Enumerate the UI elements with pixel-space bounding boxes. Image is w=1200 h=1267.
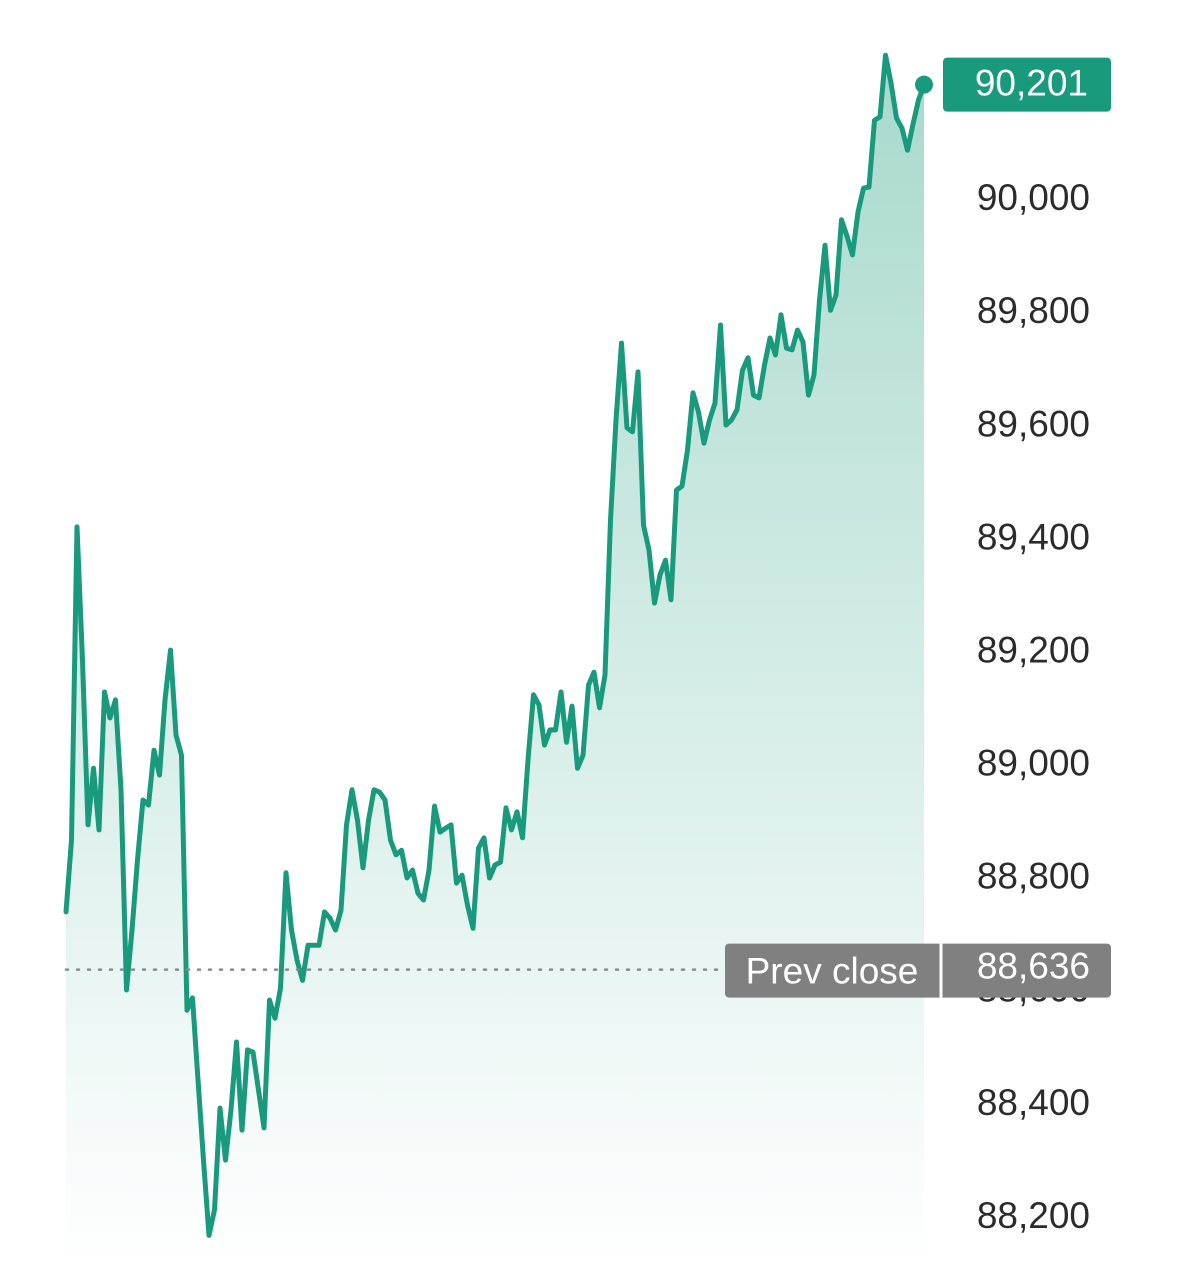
last-value-label: 90,201 [975,62,1088,103]
y-tick-label: 89,000 [977,743,1090,784]
last-point [915,75,933,94]
y-tick-label: 88,200 [977,1195,1090,1236]
y-tick-label: 89,400 [977,516,1090,557]
last-value-box [943,57,1111,112]
y-tick-label: 89,800 [977,290,1090,331]
reference-value: 88,636 [977,945,1090,986]
y-tick-label: 89,600 [977,403,1090,444]
y-tick-label: 90,000 [977,177,1090,218]
y-tick-label: 88,400 [977,1082,1090,1123]
price-line [63,52,927,1238]
reference-box [725,943,1111,998]
y-tick-label: 88,800 [977,856,1090,897]
reference-label: Prev close [746,950,919,991]
area-fill [66,55,924,1267]
y-tick-label: 89,200 [977,629,1090,670]
